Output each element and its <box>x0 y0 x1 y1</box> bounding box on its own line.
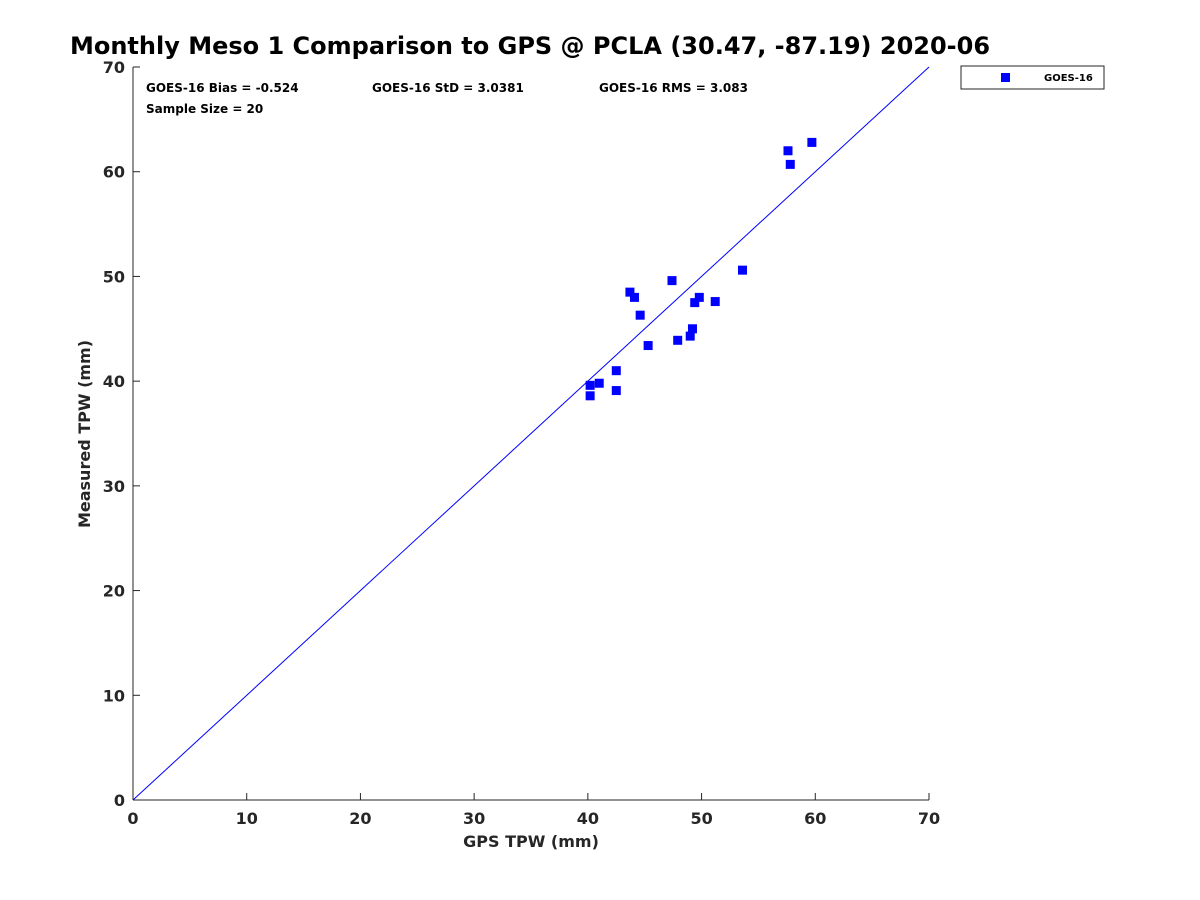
y-tick-label: 50 <box>103 267 125 286</box>
y-tick-label: 60 <box>103 163 125 182</box>
x-tick-label: 70 <box>918 809 940 828</box>
data-point <box>667 276 677 286</box>
data-point <box>611 366 621 376</box>
data-point <box>685 331 695 341</box>
data-point <box>625 287 635 297</box>
data-point <box>687 324 697 334</box>
data-point <box>690 298 700 308</box>
stat-std: GOES-16 StD = 3.0381 <box>372 81 524 95</box>
x-tick-label: 30 <box>463 809 485 828</box>
y-axis-label: Measured TPW (mm) <box>75 340 94 528</box>
stat-bias: GOES-16 Bias = -0.524 <box>146 81 299 95</box>
y-tick-label: 10 <box>103 686 125 705</box>
y-tick-label: 20 <box>103 582 125 601</box>
x-tick-label: 0 <box>127 809 138 828</box>
y-tick-label: 30 <box>103 477 125 496</box>
x-tick-label: 20 <box>349 809 371 828</box>
data-point <box>585 380 595 390</box>
plot-area: 0 10 20 30 40 50 60 70 0 10 20 30 40 50 60 70 <box>103 58 940 828</box>
legend: GOES-16 <box>960 65 1105 90</box>
data-points <box>585 137 817 401</box>
data-point <box>807 137 817 147</box>
identity-reference-line <box>132 66 930 801</box>
stat-rms: GOES-16 RMS = 3.083 <box>599 81 748 95</box>
y-tick-label: 70 <box>103 58 125 77</box>
data-point <box>611 386 621 396</box>
data-point <box>673 335 683 345</box>
x-tick-label: 40 <box>577 809 599 828</box>
stat-sample-size: Sample Size = 20 <box>146 102 263 116</box>
x-tick-label: 50 <box>690 809 712 828</box>
data-point <box>738 265 748 275</box>
data-point <box>594 378 604 388</box>
data-point <box>694 292 704 302</box>
legend-marker-goes-16 <box>1001 73 1010 82</box>
y-tick-label: 0 <box>114 791 125 810</box>
x-axis-label: GPS TPW (mm) <box>463 832 599 851</box>
data-point <box>635 310 645 320</box>
axis-ticks: 0 10 20 30 40 50 60 70 0 10 20 30 40 50 60 70 <box>103 58 940 828</box>
data-point <box>785 159 795 169</box>
data-point <box>629 292 639 302</box>
y-tick-label: 40 <box>103 372 125 391</box>
data-point <box>585 391 595 401</box>
chart-title: Monthly Meso 1 Comparison to GPS @ PCLA … <box>70 32 990 60</box>
legend-box <box>960 65 1105 90</box>
data-point <box>783 146 793 156</box>
x-tick-label: 10 <box>236 809 258 828</box>
data-point <box>643 341 653 351</box>
x-tick-label: 60 <box>804 809 826 828</box>
legend-label-goes-16: GOES-16 <box>1044 73 1093 84</box>
data-point <box>710 297 720 307</box>
